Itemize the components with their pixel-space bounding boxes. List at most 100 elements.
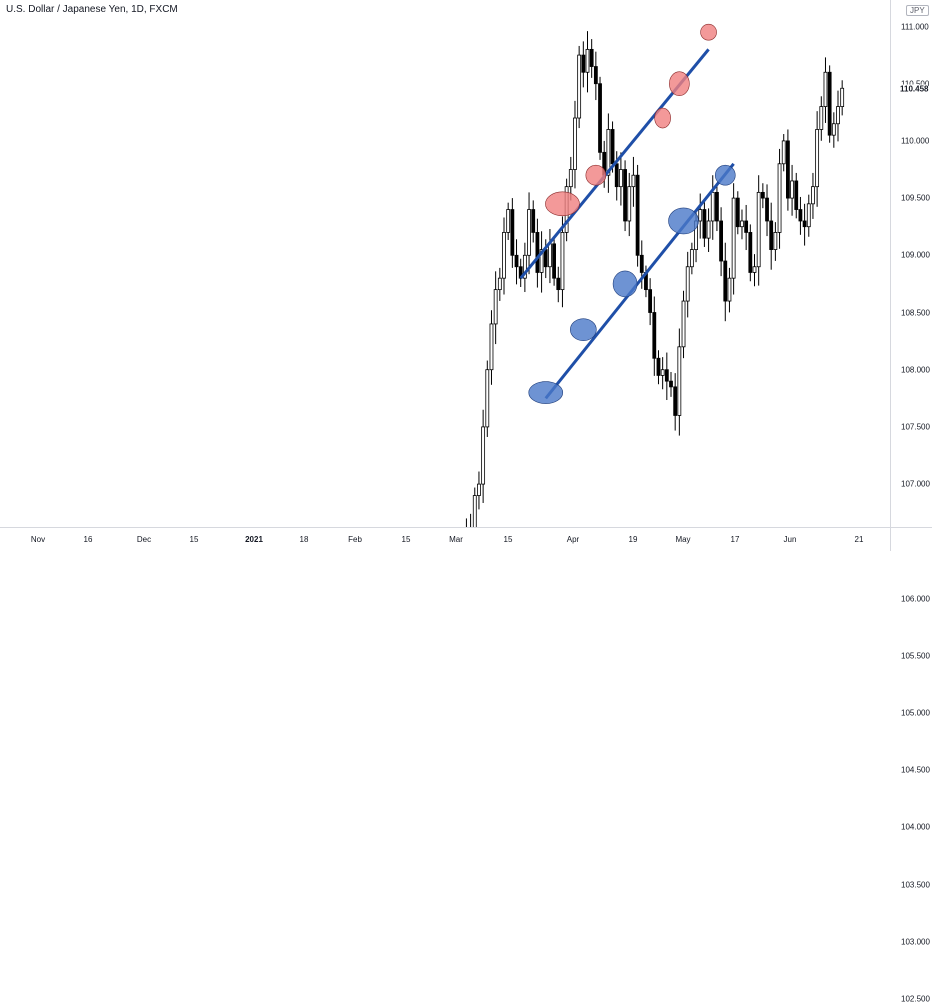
candle-body	[769, 220, 774, 250]
time-tick-label: 16	[83, 535, 93, 544]
candle-body	[497, 277, 502, 291]
candle-body	[581, 54, 586, 73]
candle-body	[685, 266, 690, 302]
price-tick-label: 108.500	[901, 308, 930, 317]
time-tick-label: Jun	[783, 535, 797, 544]
candle-body	[719, 220, 723, 262]
time-tick-label: May	[675, 535, 691, 544]
price-axis[interactable]: 111.000 110.500 110.000 109.500 109.000 108.5…	[890, 0, 932, 1003]
time-tick-label: 15	[401, 535, 411, 544]
candle-body	[819, 106, 824, 130]
candle-body	[510, 209, 515, 256]
candle-body	[635, 174, 640, 256]
time-tick-label: Apr	[566, 535, 580, 544]
candle-body	[669, 380, 673, 388]
support-marker	[612, 270, 638, 298]
candle-body	[481, 426, 486, 485]
candle-body	[802, 220, 807, 228]
candle-body	[660, 369, 665, 376]
candle-body	[514, 254, 519, 268]
time-tick-label: Mar	[449, 535, 463, 544]
price-tick-label: 107.500	[901, 422, 930, 432]
candle-body	[531, 209, 536, 233]
candle-body	[606, 129, 611, 176]
candle-body	[756, 191, 761, 268]
candle-body	[577, 54, 582, 119]
price-tick-label: 105.000	[901, 708, 930, 718]
time-axis[interactable]: Nov 16 Dec 15 2021 18 Feb 15 Mar 15 Apr 19 May 17 Jun 2…	[0, 527, 890, 551]
candle-body	[811, 186, 815, 205]
candle-body	[773, 232, 778, 250]
price-tick-label: 107.000	[901, 479, 930, 489]
time-tick-label: 21	[854, 535, 864, 544]
resistance-marker	[545, 191, 580, 217]
price-tick-label: 108.000	[901, 365, 930, 375]
candle-body	[815, 129, 820, 188]
resistance-marker	[654, 107, 671, 129]
currency-badge[interactable]: JPY	[906, 5, 929, 16]
candle-body	[664, 369, 669, 382]
candle-body	[548, 243, 552, 268]
candle-body	[573, 117, 577, 170]
candle-body	[831, 123, 836, 136]
time-tick-label: 15	[189, 535, 199, 544]
resistance-marker	[700, 23, 717, 41]
candle-body	[677, 346, 682, 416]
candle-body	[614, 163, 619, 188]
candle-body	[648, 289, 653, 313]
candle-body	[786, 140, 790, 199]
candle-body	[568, 169, 573, 188]
price-tick-label: 104.000	[901, 822, 930, 832]
candle-body	[806, 203, 811, 228]
price-tick-label: 102.500	[901, 994, 930, 1003]
candle-body	[681, 300, 686, 348]
candle-body	[827, 71, 832, 136]
candle-body	[556, 277, 561, 291]
candle-body	[840, 87, 845, 107]
candle-body	[522, 254, 527, 279]
price-tick-label: 111.000	[901, 22, 929, 31]
chart-plot-area[interactable]: U.S. Dollar / Japanese Yen, 1D, FXCM	[0, 0, 890, 981]
candle-body	[777, 163, 782, 233]
candle-body	[477, 483, 481, 496]
candle-body	[527, 209, 531, 256]
chart-title: U.S. Dollar / Japanese Yen, 1D, FXCM	[6, 4, 178, 15]
time-tick-label: Dec	[136, 535, 152, 544]
time-tick-label: 19	[628, 535, 638, 544]
price-tick-label: 106.000	[901, 594, 930, 603]
candle-body	[760, 191, 765, 199]
price-tick-label: 109.500	[901, 193, 930, 203]
candle-body	[727, 277, 732, 302]
price-tick-label: 103.000	[901, 937, 930, 947]
price-tick-label: 110.000	[901, 136, 930, 146]
candle-body	[798, 209, 803, 222]
price-tick-label: 105.500	[901, 651, 930, 661]
support-marker	[668, 207, 699, 235]
candle-body	[552, 243, 556, 279]
candle-body	[593, 66, 598, 85]
candle-body	[735, 197, 740, 228]
time-tick-label: Nov	[30, 535, 46, 544]
price-tick-label: 109.000	[901, 250, 930, 260]
candle-body	[639, 254, 644, 273]
candle-body	[710, 191, 715, 222]
candle-body	[698, 209, 703, 222]
candle-body	[765, 197, 769, 222]
candlestick-chart[interactable]	[0, 0, 890, 981]
candle-body	[836, 106, 840, 125]
support-marker	[570, 318, 597, 341]
candle-body	[585, 48, 590, 73]
candle-body	[502, 232, 506, 279]
channel-lower-line	[544, 162, 735, 400]
candle-body	[731, 197, 736, 279]
candle-body	[598, 83, 602, 153]
resistance-marker	[585, 164, 607, 186]
candle-body	[535, 232, 540, 273]
candle-body	[610, 129, 615, 165]
candle-body	[623, 169, 627, 222]
candle-body	[689, 249, 694, 268]
candle-body	[619, 169, 623, 188]
candle-body	[702, 209, 707, 239]
candle-body	[543, 249, 548, 268]
candle-body	[781, 140, 786, 165]
